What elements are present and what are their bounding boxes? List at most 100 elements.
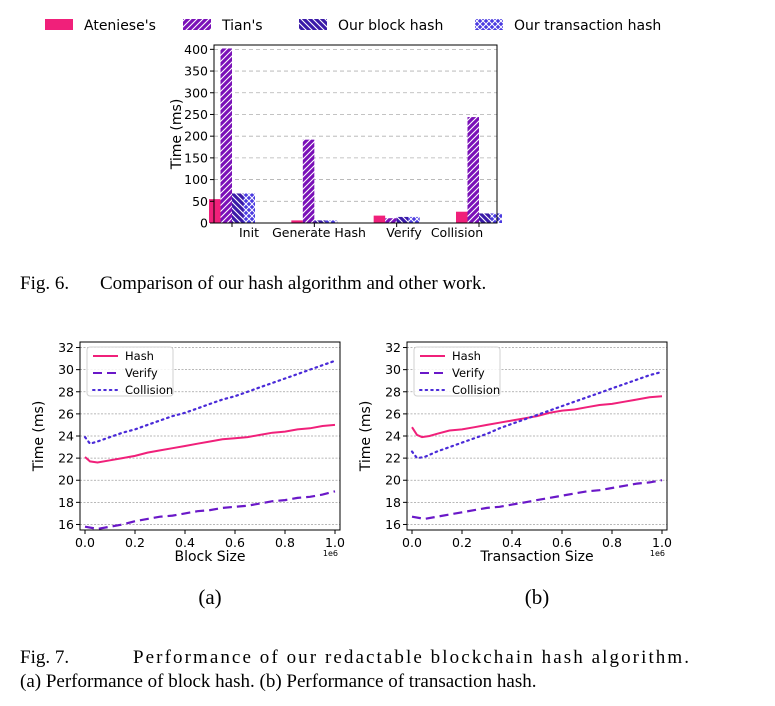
fig6-y-tick-label: 50 xyxy=(192,194,208,209)
fig6-y-tick-label: 100 xyxy=(184,172,208,187)
fig7a-y-tick-label: 28 xyxy=(58,384,74,399)
fig7a-x-tick-label: 0.4 xyxy=(175,535,195,550)
fig7b-x-ticks: 0.0 0.2 0.4 0.6 0.8 1.0 xyxy=(402,530,672,550)
fig6-y-tick-label: 300 xyxy=(184,85,208,100)
fig7a-legend-item-hash: Hash xyxy=(93,349,154,363)
fig6-legend-label: Our block hash xyxy=(338,18,443,34)
fig6-bar-our-transaction-hash-init xyxy=(243,193,255,223)
fig7a-legend-label: Verify xyxy=(125,366,158,380)
fig6-y-tick-label: 400 xyxy=(184,42,208,57)
fig7a-y-ticks: 16 18 20 22 24 26 28 30 32 xyxy=(58,340,80,532)
fig7b-y-tick-label: 32 xyxy=(385,340,401,355)
fig6-bar-our-transaction-hash-verify xyxy=(408,216,420,223)
fig7a-line-collision xyxy=(83,359,337,445)
fig6-legend-swatch xyxy=(45,19,73,30)
fig7b-line-verify xyxy=(411,479,663,521)
fig7-caption-label: Fig. 7. xyxy=(20,647,69,668)
fig7a-legend-label: Hash xyxy=(125,349,154,363)
fig7a-y-tick-label: 32 xyxy=(58,340,74,355)
fig6-bar-tian-s-generate-hash xyxy=(302,139,315,223)
fig6-bar-tian-s-verify xyxy=(385,218,397,223)
fig6-bar-our-transaction-hash-collision xyxy=(490,213,502,223)
fig7a-legend-label: Collision xyxy=(125,383,173,397)
fig6-bar-ateniese-s-collision xyxy=(456,211,468,223)
fig6-bar-chart: 0 50 100 150 200 250 300 350 400 Init Generate Ha… xyxy=(45,18,661,240)
fig6-bar-tian-s-collision xyxy=(467,117,479,223)
fig6-bar-our-block-hash-verify xyxy=(396,216,409,223)
fig7a-y-tick-label: 30 xyxy=(58,362,74,377)
fig6-legend-item-our-transaction-hash: Our transaction hash xyxy=(475,18,661,34)
fig6-bar-ateniese-s-generate-hash xyxy=(291,220,303,223)
fig7a-x-tick-label: 0.2 xyxy=(125,535,145,550)
fig7a-legend-item-collision: Collision xyxy=(92,383,173,397)
fig7b-legend-label: Verify xyxy=(452,366,485,380)
fig7b-y-tick-label: 20 xyxy=(385,473,401,488)
fig6-bar-our-transaction-hash-generate-hash xyxy=(325,220,338,223)
fig7a-series-lines xyxy=(83,359,337,531)
fig7a-y-tick-label: 20 xyxy=(58,473,74,488)
fig6-legend: Ateniese's Tian's Our block hash Our transa… xyxy=(45,18,661,34)
fig7-caption-line2: (a) Performance of block hash. (b) Perfo… xyxy=(20,671,537,692)
fig7b-legend: Hash Verify Collision xyxy=(413,346,501,397)
fig6-plot-frame xyxy=(213,44,498,224)
fig7b-line-collision xyxy=(410,370,664,460)
fig6-legend-item-tian-s: Tian's xyxy=(183,18,263,34)
fig7b-y-axis-label: Time (ms) xyxy=(358,401,374,473)
fig7a-y-tick-label: 18 xyxy=(58,495,74,510)
fig7b-y-tick-label: 26 xyxy=(385,406,401,421)
fig7b-sublabel: (b) xyxy=(525,585,550,609)
fig7b-legend-box xyxy=(413,346,501,397)
fig7b-legend-item-verify: Verify xyxy=(420,366,485,380)
fig6-legend-swatch xyxy=(183,19,211,30)
fig7b-y-tick-label: 24 xyxy=(385,429,401,444)
fig7a-y-axis-label: Time (ms) xyxy=(31,401,47,473)
fig7b-x-tick-label: 0.0 xyxy=(402,535,422,550)
fig7b-y-tick-label: 16 xyxy=(385,517,401,532)
fig6-bar-our-block-hash-collision xyxy=(479,213,491,223)
fig7b-x-tick-label: 0.8 xyxy=(602,535,622,550)
fig7b-legend-item-collision: Collision xyxy=(419,383,500,397)
fig6-legend-swatch xyxy=(299,19,327,30)
fig6-legend-label: Tian's xyxy=(221,18,263,34)
fig7a-legend: Hash Verify Collision xyxy=(86,346,174,397)
fig6-caption-label: Fig. 6. xyxy=(20,273,69,294)
fig7a-x-axis-label: Block Size xyxy=(174,549,245,565)
fig6-x-tick-label-verify: Verify xyxy=(386,225,422,240)
fig6-caption-text: Comparison of our hash algorithm and oth… xyxy=(100,273,486,294)
fig6-x-tick-label-init: Init xyxy=(239,225,259,240)
fig6-legend-label: Our transaction hash xyxy=(514,18,661,34)
fig7a-x-tick-label: 0.8 xyxy=(275,535,295,550)
fig6-x-tick-label-generate-hash: Generate Hash xyxy=(272,225,366,240)
fig7b-y-tick-label: 18 xyxy=(385,495,401,510)
fig6-bar-ateniese-s-verify xyxy=(373,215,386,223)
fig7a-x-multiplier: 1e6 xyxy=(323,549,338,558)
fig7a-x-tick-label: 0.6 xyxy=(225,535,245,550)
fig6-legend-item-our-block-hash: Our block hash xyxy=(299,18,443,34)
fig7b-x-multiplier: 1e6 xyxy=(650,549,665,558)
fig6-y-tick-label: 0 xyxy=(200,216,208,231)
fig6-legend-item-ateniese-s: Ateniese's xyxy=(45,18,156,34)
fig7a-x-tick-label: 0.0 xyxy=(75,535,95,550)
fig6-bar-ateniese-s-init xyxy=(209,199,221,223)
fig7b-x-tick-label: 0.4 xyxy=(502,535,522,550)
fig6-y-tick-label: 200 xyxy=(184,129,208,144)
fig6-bar-our-block-hash-init xyxy=(232,193,244,223)
fig7b-x-tick-label: 0.6 xyxy=(552,535,572,550)
fig6-x-tick-label-collision: Collision xyxy=(431,225,483,240)
fig6-gridlines xyxy=(214,48,497,202)
fig7b-series-lines xyxy=(410,370,664,521)
fig7a-legend-box xyxy=(86,346,174,397)
fig6-legend-label: Ateniese's xyxy=(84,18,156,34)
fig7a-x-tick-label: 1.0 xyxy=(325,535,345,550)
fig7a-sublabel: (a) xyxy=(198,585,221,609)
fig7a-legend-item-verify: Verify xyxy=(93,366,158,380)
fig7a-line-hash xyxy=(84,423,336,464)
fig7a-y-tick-label: 24 xyxy=(58,429,74,444)
fig7a-line-verify xyxy=(84,490,336,531)
fig6-caption: Fig. 6. Comparison of our hash algorithm… xyxy=(20,273,486,294)
fig7b-y-tick-label: 30 xyxy=(385,362,401,377)
fig7b-y-tick-label: 28 xyxy=(385,384,401,399)
fig6-y-axis-label: Time (ms) xyxy=(169,99,185,171)
